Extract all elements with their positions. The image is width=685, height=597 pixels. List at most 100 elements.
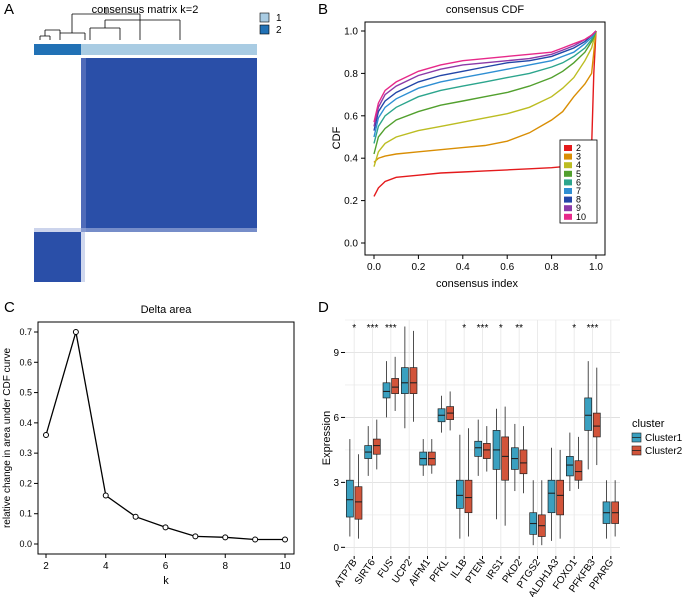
cdf-line-k5 <box>373 30 597 155</box>
d-significance: * <box>572 323 576 334</box>
panel-c-letter: C <box>4 299 15 316</box>
delta-area-point <box>252 536 259 543</box>
box-PKD2-cluster1 <box>511 423 519 492</box>
c-xtick-label: 6 <box>163 561 169 572</box>
panel-a-letter: A <box>4 1 14 18</box>
box-iqr <box>566 456 574 477</box>
b-xtick-label: 0.6 <box>500 262 514 273</box>
box-PFKL-cluster1 <box>437 395 446 433</box>
delta-area-line <box>45 331 285 541</box>
heatmap-fuzz-row <box>34 228 257 232</box>
heatmap-fuzz-col <box>81 232 85 282</box>
d-xtick-label: SIRT6 <box>353 557 378 587</box>
panel-d-legend: Cluster1 Cluster2 <box>631 432 683 457</box>
c-xtick-label: 4 <box>103 561 109 572</box>
panel-d-legend-title: cluster <box>632 418 665 430</box>
delta-area-point <box>43 431 49 438</box>
panel-b-xlabel: consensus index <box>436 278 518 290</box>
box-PPARG-cluster2 <box>611 480 619 537</box>
box-PTGS2-cluster1 <box>529 480 538 546</box>
legend-label-1: 1 <box>276 13 282 24</box>
box-PTGS2-cluster2 <box>537 480 546 546</box>
b-ytick-label: 0.0 <box>344 239 358 250</box>
d-ytick-label: 3 <box>333 478 339 489</box>
panel-c-frame <box>37 321 295 555</box>
box-iqr <box>391 378 399 394</box>
box-iqr <box>409 367 418 394</box>
c-xtick-label: 2 <box>43 561 49 572</box>
d-significance: * <box>499 323 503 334</box>
b-legend-label: 10 <box>576 212 586 222</box>
b-xtick-label: 0.0 <box>367 262 381 273</box>
box-iqr <box>456 479 464 509</box>
panel-c-title: Delta area <box>141 304 193 316</box>
panel-d-grid <box>345 319 620 556</box>
legend-swatch-2 <box>259 24 270 35</box>
delta-area-point <box>222 534 229 541</box>
box-iqr <box>501 436 509 481</box>
panel-b-frame <box>364 21 606 256</box>
d-xtick-label: ATP7B <box>333 557 360 589</box>
box-PFKL-cluster2 <box>446 391 454 431</box>
c-ytick-label: 0.2 <box>19 478 32 488</box>
box-UCP2-cluster2 <box>409 330 418 422</box>
c-ytick-label: 0.3 <box>19 448 32 458</box>
panel-b-title: consensus CDF <box>446 4 525 16</box>
panel-a-title: consensus matrix k=2 <box>92 4 199 16</box>
b-legend-label: 9 <box>576 203 581 213</box>
box-iqr <box>372 438 381 455</box>
b-legend-label: 8 <box>576 195 581 205</box>
delta-area-point <box>162 524 169 531</box>
d-legend-label: Cluster2 <box>645 446 683 457</box>
b-legend-label: 6 <box>576 177 581 187</box>
d-ytick-label: 0 <box>333 543 339 554</box>
d-legend-label: Cluster1 <box>645 433 683 444</box>
b-legend-label: 3 <box>576 152 581 162</box>
b-legend-label: 4 <box>576 160 581 170</box>
box-iqr <box>519 449 528 475</box>
panel-b-axes: 0.0 0.0 0.2 0.2 0.4 0.4 0.6 0.6 0.8 0.8 1.0 1.0 <box>344 27 603 274</box>
b-xtick-label: 0.2 <box>411 262 425 273</box>
c-xtick-label: 10 <box>279 561 291 572</box>
d-xtick-label: PTEN <box>464 557 488 585</box>
d-significance: ** <box>515 323 523 334</box>
b-legend-swatch <box>564 188 572 194</box>
b-ytick-label: 1.0 <box>344 27 358 38</box>
b-ytick-label: 0.6 <box>344 111 358 122</box>
panel-b-ylabel: CDF <box>331 126 343 149</box>
cdf-line-k3 <box>373 30 597 163</box>
box-FOXO1-cluster2 <box>574 436 583 489</box>
box-IL1B-cluster2 <box>464 428 473 537</box>
panel-c-axes: 2 4 6 8 10 0.0 0.1 0.2 0.3 0.4 0.5 0.6 0.7 <box>19 327 291 572</box>
box-iqr <box>474 440 483 457</box>
b-legend-swatch <box>564 162 572 169</box>
panel-c-series <box>43 329 288 543</box>
d-significance: * <box>462 323 466 334</box>
b-legend-swatch <box>564 205 572 212</box>
c-ytick-label: 0.6 <box>19 357 32 367</box>
d-significance: *** <box>367 323 379 334</box>
box-FUS-cluster1 <box>382 361 391 418</box>
box-SIRT6-cluster2 <box>372 419 381 470</box>
box-FUS-cluster2 <box>391 356 399 411</box>
box-ATP7B-cluster2 <box>354 454 363 539</box>
panel-c: C Delta area 2 4 6 8 10 0.0 0.1 0.2 0.3 0.4 0.5 0.6… <box>2 299 295 587</box>
panel-c-ylabel: relative change in area under CDF curve <box>2 348 13 529</box>
box-AIFM1-cluster1 <box>419 439 428 476</box>
box-iqr <box>556 479 564 516</box>
box-iqr <box>592 412 601 438</box>
b-legend-swatch <box>564 179 572 186</box>
dendrogram <box>39 8 181 40</box>
b-xtick-label: 0.8 <box>545 262 559 273</box>
c-ytick-label: 0.7 <box>19 327 32 337</box>
panel-c-xlabel: k <box>163 575 169 587</box>
box-iqr <box>482 443 491 459</box>
box-PFKFB3-cluster2 <box>592 367 601 466</box>
panel-b: B consensus CDF 0.0 0.0 0.2 0.2 0.4 0.4 0.6 0.6… <box>318 1 606 290</box>
box-ALDH1A3-cluster2 <box>556 449 564 539</box>
b-ytick-label: 0.4 <box>344 154 358 165</box>
delta-area-point <box>132 513 139 520</box>
b-legend-swatch <box>564 153 572 160</box>
